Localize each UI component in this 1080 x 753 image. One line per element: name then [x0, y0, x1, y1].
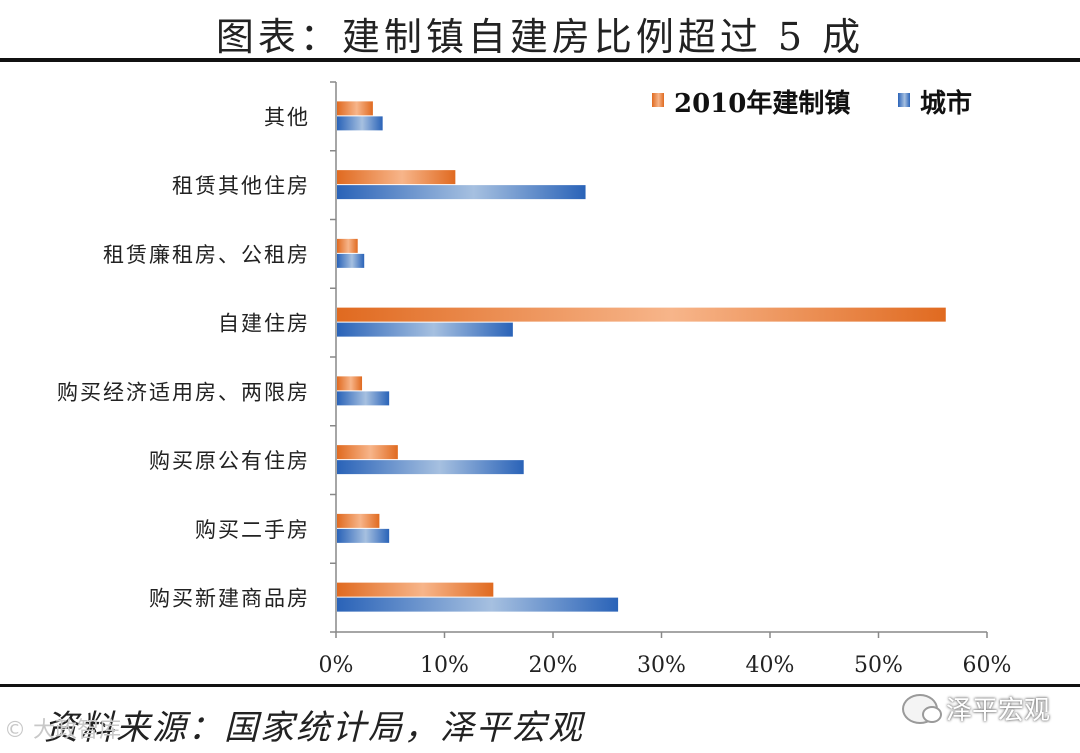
- bar-town: [337, 513, 380, 528]
- chart-axes: [330, 81, 988, 638]
- bar-city: [337, 253, 365, 268]
- bar-city: [337, 597, 619, 612]
- bar-city: [337, 460, 524, 475]
- category-label: 购买原公有住房: [149, 449, 310, 473]
- x-tick-label: 30%: [637, 653, 686, 678]
- x-tick-label: 0%: [319, 653, 354, 678]
- legend-swatch: [898, 93, 910, 107]
- chart-title: 图表：建制镇自建房比例超过 5 成: [215, 15, 865, 59]
- x-tick-label: 50%: [854, 653, 903, 678]
- chart-labels: 0% 10% 20% 30% 40% 50% 60% 其他租赁其他住房租赁廉租房、公租房自建住…: [57, 105, 1011, 678]
- bar-city: [337, 322, 513, 337]
- bar-city: [337, 116, 383, 131]
- category-label: 租赁其他住房: [172, 174, 310, 198]
- bar-chart: 0% 10% 20% 30% 40% 50% 60% 其他租赁其他住房租赁廉租房、公租房自建住…: [57, 81, 1011, 678]
- bar-town: [337, 582, 494, 597]
- category-label: 租赁廉租房、公租房: [103, 243, 310, 267]
- category-label: 购买二手房: [195, 518, 310, 542]
- bar-town: [337, 445, 398, 460]
- category-label: 购买经济适用房、两限房: [57, 380, 310, 404]
- wechat-icon: [901, 693, 942, 724]
- watermark-right: 泽平宏观: [901, 690, 1050, 727]
- bar-city: [337, 391, 390, 406]
- watermark-left: © 大政智库: [4, 718, 121, 743]
- bar-town: [337, 376, 363, 391]
- category-label: 购买新建商品房: [149, 587, 310, 611]
- footer-divider: [0, 684, 1080, 687]
- x-tick-label: 40%: [746, 653, 795, 678]
- bar-town: [337, 238, 358, 253]
- legend-label: 城市: [920, 88, 972, 119]
- bar-city: [337, 528, 390, 543]
- category-label: 自建住房: [218, 312, 310, 336]
- title-divider: [0, 58, 1080, 62]
- chart-bars: [337, 101, 946, 612]
- bar-city: [337, 185, 586, 200]
- bar-town: [337, 101, 373, 116]
- source-note: 资料来源：国家统计局，泽平宏观: [44, 708, 584, 748]
- x-tick-label: 60%: [963, 653, 1012, 678]
- legend-swatch: [652, 93, 664, 107]
- x-tick-label: 20%: [529, 653, 578, 678]
- x-tick-label: 10%: [420, 653, 469, 678]
- category-label: 其他: [264, 105, 310, 129]
- bar-town: [337, 307, 946, 322]
- watermark-right-text: 泽平宏观: [945, 696, 1050, 726]
- chart-legend: 2010年建制镇 城市: [652, 88, 972, 119]
- legend-label: 2010年建制镇: [674, 88, 850, 119]
- bar-town: [337, 170, 456, 185]
